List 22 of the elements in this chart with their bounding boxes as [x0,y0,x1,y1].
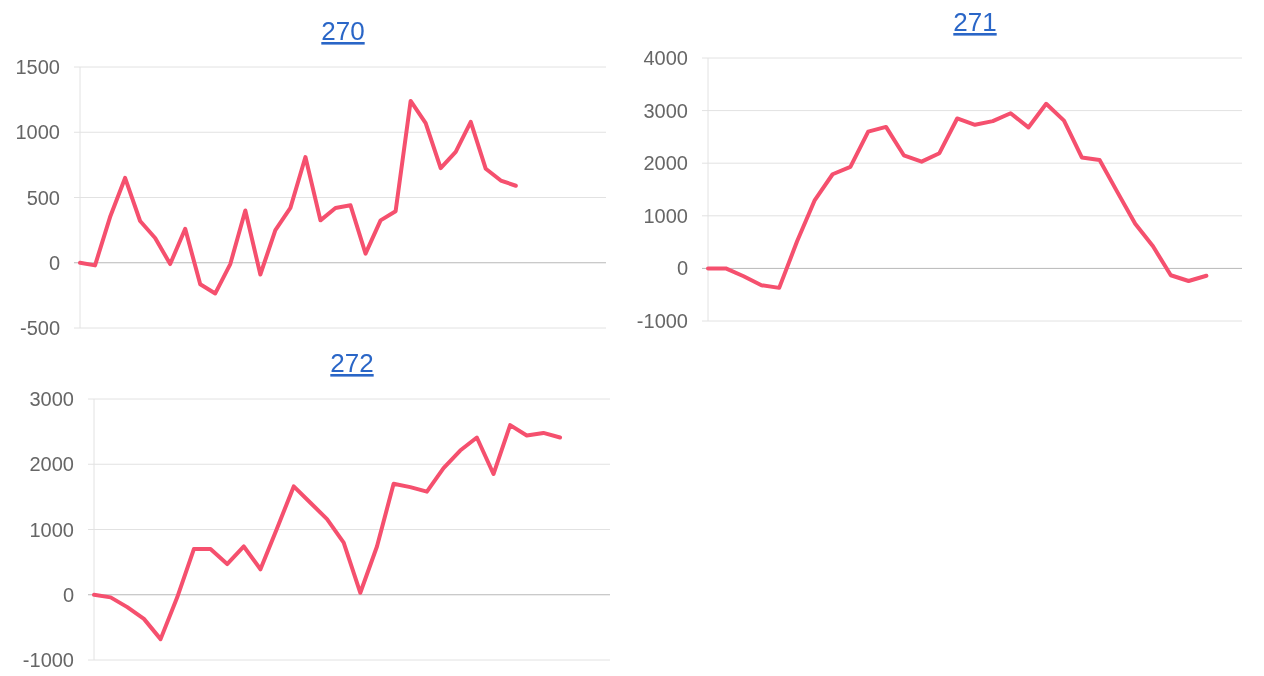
y-tick-label: 3000 [29,388,74,410]
y-tick-label: 1000 [15,121,60,144]
y-tick-label: -500 [19,317,60,339]
chart-title: 270 [321,16,365,46]
y-tick-label: 0 [48,251,60,274]
chart-title: 272 [330,348,374,378]
y-tick-label: 1500 [15,56,60,78]
y-tick-label: -1000 [22,649,74,671]
y-tick-label: 1000 [29,518,74,541]
y-tick-label: 0 [62,583,74,606]
line-series [92,423,563,642]
y-tick-label: 0 [676,257,688,280]
y-tick-label: 4000 [643,47,688,69]
y-tick-label: 2000 [643,152,688,175]
y-tick-label: 3000 [643,99,688,122]
chart-title: 271 [953,7,997,37]
y-tick-label: 2000 [29,453,74,476]
line-series [78,98,518,296]
line-series [706,101,1209,290]
y-tick-label: 500 [26,186,60,209]
y-tick-label: 1000 [643,204,688,227]
y-tick-label: -1000 [636,310,688,332]
